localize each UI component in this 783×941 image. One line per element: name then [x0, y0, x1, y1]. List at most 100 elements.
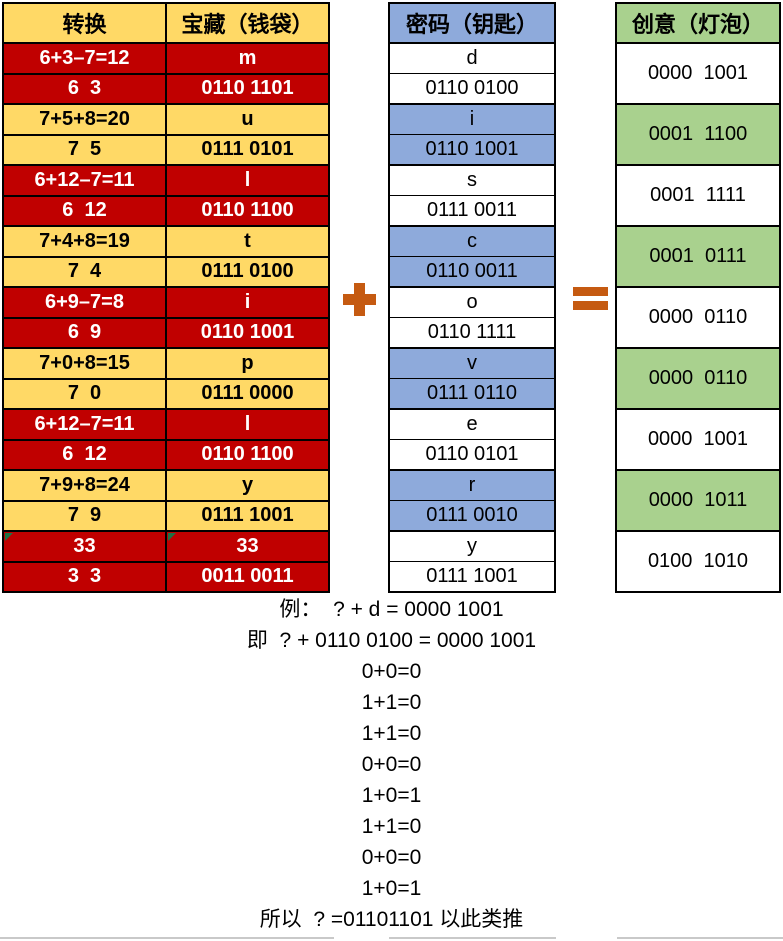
treasure-cell: 0110 1001	[200, 321, 295, 344]
explanation-line: 1+1=0	[361, 722, 422, 745]
idea-binary-cell: 0000 0110	[617, 288, 779, 349]
conversion-table-row: 6 12 0110 1100	[4, 196, 328, 227]
treasure-cell: l	[244, 168, 251, 191]
conversion-table-row: 7+0+8=15 p	[4, 349, 328, 380]
gridline-fragment	[389, 937, 556, 939]
idea-binary-cell: 0100 1010	[617, 532, 779, 591]
key-letter-cell: c	[390, 227, 554, 257]
key-binary-cell: 0111 0110	[390, 379, 554, 410]
treasure-cell: 0110 1100	[201, 443, 294, 466]
conversion-cell: 6 12	[4, 196, 167, 225]
key-binary-cell: 0111 1001	[390, 562, 554, 591]
treasure-cell: i	[244, 290, 251, 313]
conversion-cell: 7+0+8=15	[4, 349, 167, 378]
conversion-table-row: 6+12–7=11 l	[4, 166, 328, 197]
key-letter-cell: v	[390, 349, 554, 379]
explanation-line: 即 ? + 0110 0100 = 0000 1001	[246, 629, 537, 652]
explanation-line: 1+1=0	[361, 691, 422, 714]
conversion-cell: 7 4	[4, 257, 167, 286]
conversion-table-body: 6+3–7=12 m 6 3 0110 1101 7+5+8=20 u 7 5 0111 01…	[4, 44, 328, 591]
equals-icon	[573, 287, 608, 310]
conversion-cell: 7 9	[4, 501, 167, 530]
treasure-cell: 0110 1101	[201, 77, 294, 100]
conversion-header-cell: 转换	[4, 4, 167, 42]
treasure-cell: 0111 1001	[201, 504, 294, 527]
key-binary-cell: 0111 0011	[390, 196, 554, 227]
conversion-cell: 7+9+8=24	[4, 471, 167, 500]
key-header-cell: 密码（钥匙）	[405, 12, 538, 37]
conversion-cell: 6 12	[4, 440, 167, 469]
key-table-body: d 0110 0100 i 0110 1001 s 0111 0011 c 0110 0011…	[390, 44, 554, 591]
conversion-table-row: 7 5 0111 0101	[4, 135, 328, 166]
explanation-line: 1+1=0	[361, 815, 422, 838]
explanation-line: 1+0=1	[361, 877, 422, 900]
treasure-cell: t	[244, 229, 251, 252]
conversion-table-row: 6+3–7=12 m	[4, 44, 328, 75]
key-table-header-row: 密码（钥匙）	[390, 4, 554, 44]
treasure-cell: 0111 0101	[201, 138, 294, 161]
key-letter-cell: d	[390, 44, 554, 74]
plus-icon	[343, 283, 376, 316]
idea-binary-cell: 0001 0111	[617, 227, 779, 288]
explanation-line: 所以 ? =01101101 以此类推	[259, 908, 524, 931]
gridline-fragment	[617, 937, 783, 939]
treasure-cell: u	[241, 107, 254, 130]
treasure-cell: 0011 0011	[201, 565, 294, 588]
explanation-line: 1+0=1	[361, 784, 422, 807]
conversion-cell: 6 3	[4, 74, 167, 103]
gridline-fragment	[0, 937, 334, 939]
conversion-table-row: 7+4+8=19 t	[4, 227, 328, 258]
idea-binary-cell: 0000 0110	[617, 349, 779, 410]
conversion-cell: 7+4+8=19	[4, 227, 167, 256]
key-letter-cell: i	[390, 105, 554, 135]
idea-binary-cell: 0000 1011	[617, 471, 779, 532]
idea-table-body: 0000 1001 0001 1100 0001 1111 0001 0111 0000…	[617, 44, 779, 591]
key-letter-cell: r	[390, 471, 554, 501]
explanation-line: 例： ? + d = 0000 1001	[279, 598, 504, 621]
key-binary-cell: 0110 0011	[390, 257, 554, 288]
key-binary-cell: 0110 1111	[390, 318, 554, 349]
conversion-table-row: 6+9–7=8 i	[4, 288, 328, 319]
conversion-table-row: 7 4 0111 0100	[4, 257, 328, 288]
treasure-cell: p	[241, 351, 254, 374]
idea-binary-cell: 0001 1100	[617, 105, 779, 166]
key-binary-cell: 0110 1001	[390, 135, 554, 166]
treasure-cell: m	[238, 46, 257, 69]
conversion-cell: 7 0	[4, 379, 167, 408]
conversion-cell: 6+12–7=11	[4, 410, 167, 439]
treasure-cell: 0111 0000	[201, 382, 294, 405]
conversion-table-row: 3 3 0011 0011	[4, 562, 328, 591]
key-table: 密码（钥匙） d 0110 0100 i 0110 1001 s 0111 0011 c 01…	[388, 2, 556, 593]
conversion-table-row: 33 33	[4, 532, 328, 563]
conversion-cell: 33	[4, 532, 167, 561]
conversion-table: 转换 宝藏（钱袋） 6+3–7=12 m 6 3 0110 1101 7+5+8=20 u…	[2, 2, 330, 593]
example-explanation: 例： ? + d = 0000 1001 即 ? + 0110 0100 = 00…	[0, 594, 783, 935]
conversion-table-row: 6 9 0110 1001	[4, 318, 328, 349]
conversion-cell: 6+9–7=8	[4, 288, 167, 317]
conversion-table-row: 6 3 0110 1101	[4, 74, 328, 105]
key-binary-cell: 0110 0101	[390, 440, 554, 471]
explanation-line: 0+0=0	[361, 660, 422, 683]
conversion-cell: 7 5	[4, 135, 167, 164]
treasure-cell: 0110 1100	[201, 199, 294, 222]
key-letter-cell: e	[390, 410, 554, 440]
idea-table-header-row: 创意（灯泡）	[617, 4, 779, 44]
conversion-table-row: 7 9 0111 1001	[4, 501, 328, 532]
idea-binary-cell: 0000 1001	[617, 410, 779, 471]
idea-binary-cell: 0000 1001	[617, 44, 779, 105]
treasure-cell: 33	[167, 532, 328, 561]
cell-error-indicator-icon	[168, 533, 176, 541]
key-binary-cell: 0110 0100	[390, 74, 554, 105]
conversion-cell: 6+3–7=12	[4, 44, 167, 73]
treasure-cell: l	[244, 412, 251, 435]
conversion-cell: 6 9	[4, 318, 167, 347]
explanation-line: 0+0=0	[361, 753, 422, 776]
explanation-line: 0+0=0	[361, 846, 422, 869]
idea-binary-cell: 0001 1111	[617, 166, 779, 227]
conversion-table-row: 7+5+8=20 u	[4, 105, 328, 136]
key-binary-cell: 0111 0010	[390, 501, 554, 532]
idea-header-cell: 创意（灯泡）	[631, 12, 764, 37]
key-letter-cell: y	[390, 532, 554, 562]
conversion-table-row: 6 12 0110 1100	[4, 440, 328, 471]
